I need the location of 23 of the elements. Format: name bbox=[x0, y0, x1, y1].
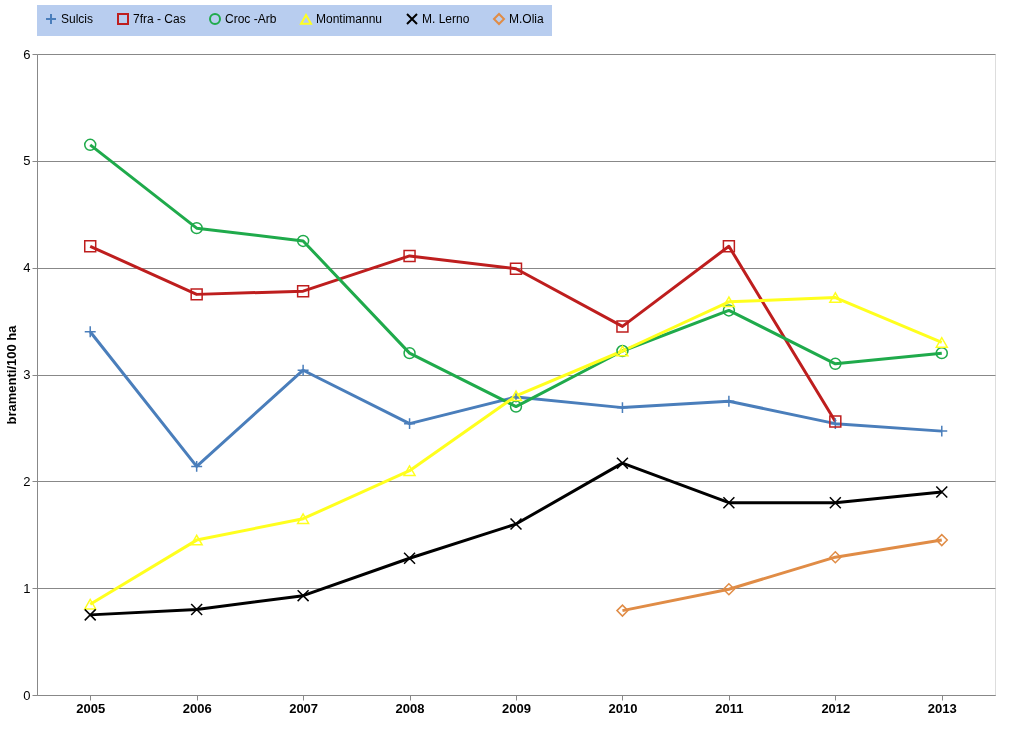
legend-label: M. Lerno bbox=[422, 12, 470, 26]
x-tick-label: 2007 bbox=[289, 700, 319, 716]
y-tick-label: 4 bbox=[23, 260, 31, 276]
x-tick-label: 2008 bbox=[395, 700, 425, 716]
legend-label: Croc -Arb bbox=[225, 12, 277, 26]
x-tick-label: 2012 bbox=[821, 700, 851, 716]
x-tick-label: 2009 bbox=[502, 700, 531, 716]
y-tick-label: 1 bbox=[23, 580, 31, 596]
legend-label: 7fra - Cas bbox=[133, 12, 186, 26]
legend-label: Sulcis bbox=[61, 12, 94, 26]
legend-label: Montimannu bbox=[316, 12, 383, 27]
y-tick-label: 6 bbox=[23, 46, 31, 62]
x-tick-label: 2006 bbox=[182, 700, 212, 716]
y-tick-label: 0 bbox=[23, 687, 31, 703]
y-tick-label: 2 bbox=[23, 473, 31, 489]
y-tick-label: 5 bbox=[23, 153, 31, 169]
x-tick-label: 2010 bbox=[608, 700, 638, 716]
x-tick-label: 2005 bbox=[76, 700, 106, 716]
x-tick-label: 2013 bbox=[927, 700, 957, 716]
y-axis-title: bramenti/100 ha bbox=[4, 324, 20, 425]
x-tick-label: 2011 bbox=[715, 700, 744, 716]
y-tick-label: 3 bbox=[23, 367, 31, 382]
legend-label: M.Olia bbox=[509, 12, 544, 26]
